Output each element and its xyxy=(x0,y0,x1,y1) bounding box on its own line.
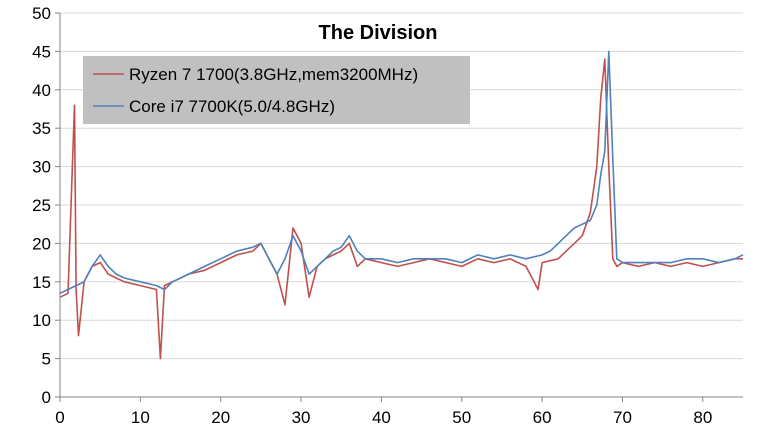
legend-entry-ryzen: Ryzen 7 1700(3.8GHz,mem3200MHz) xyxy=(129,65,418,84)
series-line-0 xyxy=(59,58,743,360)
x-tick-label: 20 xyxy=(211,408,230,427)
legend-entry-core-i7: Core i7 7700K(5.0/4.8GHz) xyxy=(129,97,335,116)
y-tick-label: 35 xyxy=(32,119,51,138)
y-axis-ticks: 0 5 10 15 20 25 30 35 40 45 50 xyxy=(32,4,60,407)
x-axis-ticks: 0 10 20 30 40 50 60 70 80 xyxy=(55,397,712,427)
y-tick-label: 15 xyxy=(32,273,51,292)
x-tick-label: 70 xyxy=(613,408,632,427)
legend: Ryzen 7 1700(3.8GHz,mem3200MHz) Core i7 … xyxy=(83,56,470,124)
series-line-1 xyxy=(59,50,744,295)
x-tick-label: 30 xyxy=(292,408,311,427)
y-tick-label: 30 xyxy=(32,158,51,177)
y-tick-label: 45 xyxy=(32,42,51,61)
x-tick-label: 60 xyxy=(533,408,552,427)
y-tick-label: 50 xyxy=(32,4,51,23)
legend-box xyxy=(83,56,470,124)
x-tick-label: 80 xyxy=(693,408,712,427)
x-tick-label: 0 xyxy=(55,408,64,427)
y-tick-label: 0 xyxy=(42,388,51,407)
x-tick-label: 40 xyxy=(372,408,391,427)
y-tick-label: 40 xyxy=(32,81,51,100)
chart-title: The Division xyxy=(319,22,438,44)
x-tick-label: 10 xyxy=(131,408,150,427)
y-tick-label: 5 xyxy=(42,350,51,369)
y-tick-label: 20 xyxy=(32,234,51,253)
y-tick-label: 25 xyxy=(32,196,51,215)
y-tick-label: 10 xyxy=(32,311,51,330)
series-lines xyxy=(59,50,744,360)
x-tick-label: 50 xyxy=(452,408,471,427)
